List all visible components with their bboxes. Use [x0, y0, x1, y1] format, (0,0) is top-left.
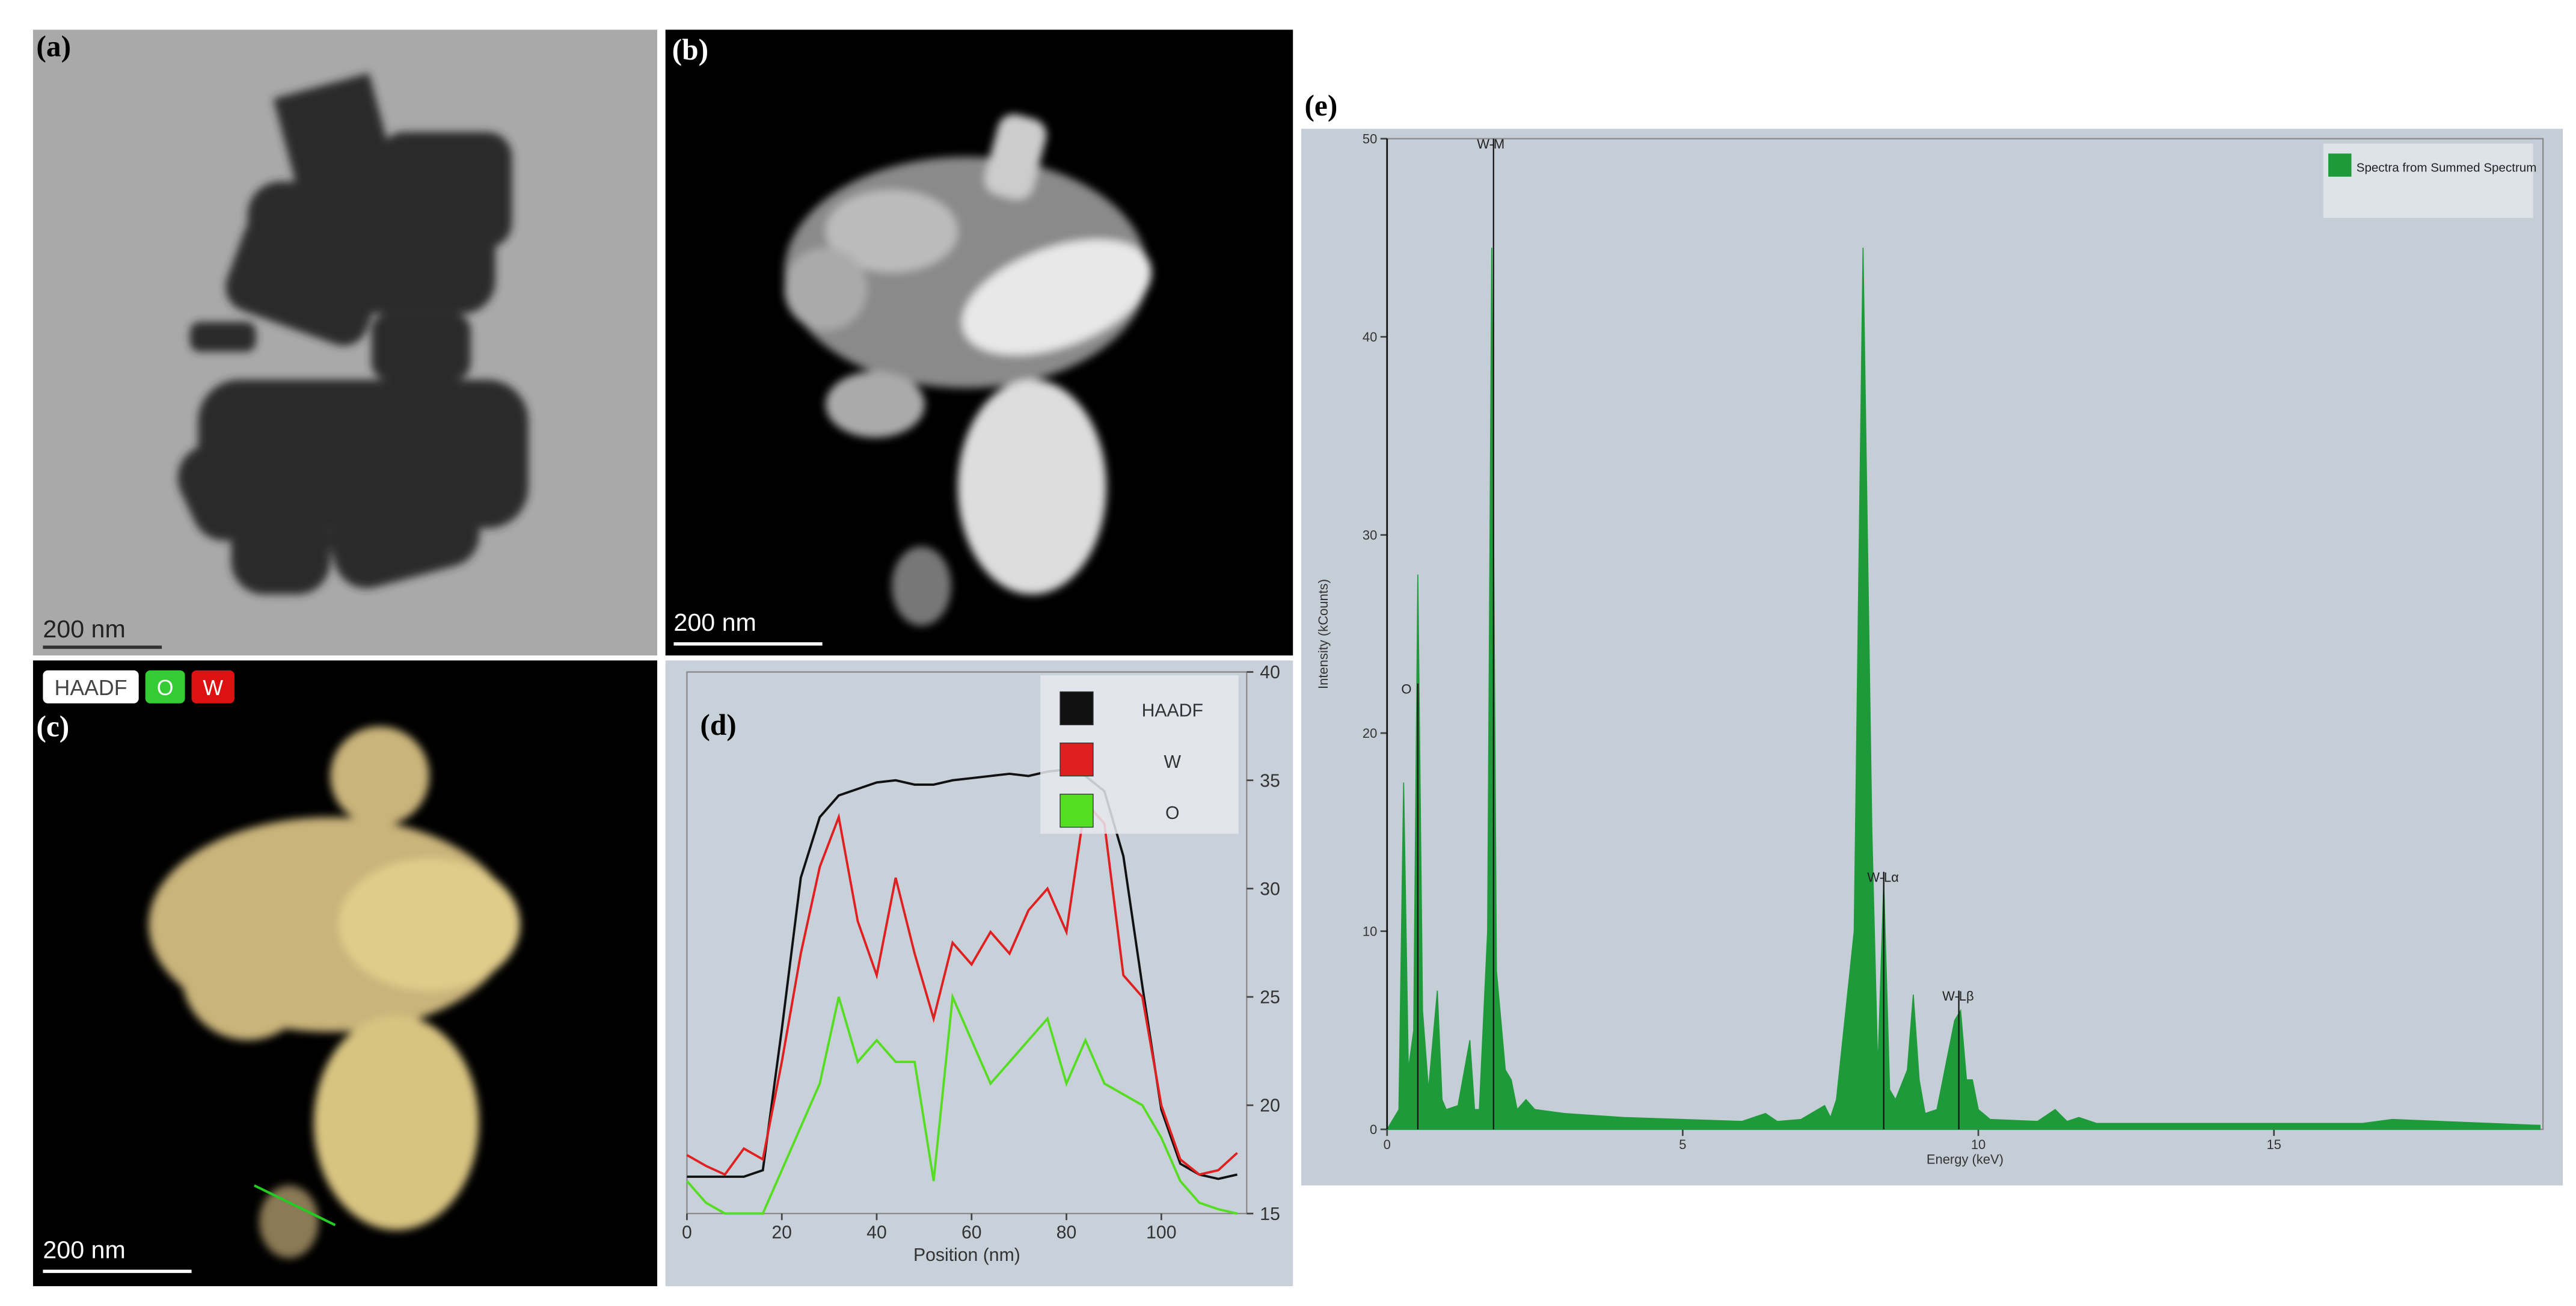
y-tick-label: 25	[1260, 988, 1280, 1008]
y-tick-label: 15	[1260, 1204, 1280, 1224]
legend-swatch	[1060, 742, 1094, 777]
legend-label: Spectra from Summed Spectrum	[2357, 161, 2537, 175]
particles	[177, 73, 529, 595]
peak-label: W-Lβ	[1942, 989, 1973, 1004]
panel-label: (d)	[700, 708, 736, 741]
y-tick-label: 40	[1363, 330, 1377, 345]
panel-label: (e)	[1304, 89, 1337, 122]
x-tick-label: 0	[1384, 1137, 1391, 1152]
channel-label: O	[157, 676, 174, 700]
y-tick-label: 30	[1260, 879, 1280, 899]
peak-label: O	[1401, 681, 1411, 696]
panel-label: (c)	[36, 710, 69, 743]
x-axis-label: Energy (keV)	[1927, 1151, 2004, 1167]
data-line	[685, 992, 1237, 1215]
x-tick-label: 0	[682, 1222, 692, 1242]
panel-a: (a) 200 nm	[32, 29, 657, 656]
x-tick-label: 40	[866, 1222, 887, 1242]
channel-chip	[43, 670, 139, 704]
spectrum-area	[1386, 247, 2541, 1130]
panel-b: (b) 200 nm	[665, 29, 1293, 656]
y-tick-label: 20	[1260, 1096, 1280, 1116]
scale-bar-label: 200 nm	[673, 609, 756, 636]
x-tick-label: 20	[771, 1222, 792, 1242]
data-line	[687, 768, 1237, 1180]
legend-swatch	[1060, 794, 1094, 828]
x-tick-label: 5	[1679, 1137, 1686, 1152]
legend-box	[2323, 143, 2533, 218]
data-line	[686, 799, 1238, 1176]
y-axis-label: Intensity (kCounts)	[1316, 579, 1331, 689]
channel-chip	[191, 670, 235, 704]
legend-label: HAADF	[1142, 701, 1203, 721]
panel-c: (c) HAADF O W 200 nm	[32, 660, 657, 1287]
peak-label: W-M	[1477, 136, 1504, 152]
plot-frame	[686, 671, 1248, 1215]
y-tick-label: 10	[1363, 924, 1377, 939]
x-axis-label: Position (nm)	[913, 1245, 1020, 1265]
line-scan	[254, 1184, 336, 1227]
y-tick-label: 30	[1363, 527, 1377, 542]
legend-swatch	[2328, 153, 2352, 177]
y-tick-label: 20	[1363, 726, 1377, 741]
channel-label: W	[203, 676, 223, 700]
channel-chip	[145, 670, 185, 704]
peak-label: W-Lα	[1867, 869, 1899, 884]
panel-background	[1301, 129, 2563, 1186]
legend-label: W	[1164, 752, 1182, 772]
particles	[784, 114, 1152, 626]
y-tick-label: 40	[1260, 663, 1280, 682]
x-tick-label: 15	[2266, 1137, 2281, 1152]
panel-label: (a)	[36, 29, 71, 63]
y-tick-label: 50	[1363, 131, 1377, 146]
legend-label: O	[1165, 803, 1179, 823]
legend-swatch	[1060, 691, 1094, 726]
y-tick-label: 35	[1260, 771, 1280, 791]
x-tick-label: 80	[1056, 1222, 1077, 1242]
y-tick-label: 0	[1370, 1122, 1377, 1137]
x-tick-label: 60	[961, 1222, 982, 1242]
x-tick-label: 10	[1971, 1137, 1986, 1152]
panel-label: (b)	[672, 33, 708, 66]
scale-bar-label: 200 nm	[43, 1236, 125, 1263]
particles	[149, 726, 521, 1258]
x-tick-label: 100	[1146, 1222, 1176, 1242]
scale-bar-label: 200 nm	[43, 615, 125, 643]
channel-label: HAADF	[55, 676, 127, 700]
